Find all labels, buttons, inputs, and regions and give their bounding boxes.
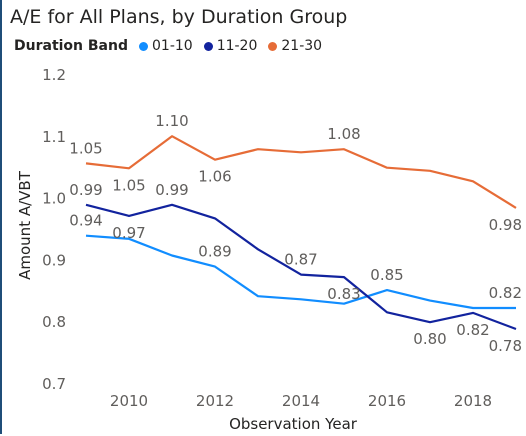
legend-label-01-10: 01-10 xyxy=(152,38,193,54)
x-tick-label: 2016 xyxy=(368,392,406,410)
data-label: 0.99 xyxy=(155,181,188,199)
y-tick-label: 0.8 xyxy=(42,313,66,331)
data-label: 0.97 xyxy=(112,224,145,242)
legend-title: Duration Band xyxy=(14,38,128,54)
data-label: 0.82 xyxy=(456,321,489,339)
data-label: 1.05 xyxy=(69,139,102,157)
data-label: 0.85 xyxy=(370,266,403,284)
legend-item-01-10[interactable]: 01-10 xyxy=(139,38,193,54)
x-tick-label: 2010 xyxy=(110,392,148,410)
data-label: 0.78 xyxy=(489,337,522,355)
data-label: 0.83 xyxy=(327,285,360,303)
x-axis: 2010 2012 2014 2016 2018 xyxy=(110,392,492,410)
series-line-21-30[interactable] xyxy=(85,135,517,209)
data-label: 0.98 xyxy=(489,216,522,234)
data-label: 1.10 xyxy=(155,112,188,130)
data-labels: 0.94 0.89 0.85 0.82 0.99 0.97 0.99 0.87 0.83 0.80… xyxy=(69,112,522,355)
legend-dot-01-10 xyxy=(139,41,148,51)
y-tick-label: 1.1 xyxy=(42,128,66,146)
data-label: 1.05 xyxy=(112,176,145,194)
x-tick-label: 2014 xyxy=(282,392,320,410)
legend-dot-11-20 xyxy=(203,41,213,51)
legend-label-21-30: 21-30 xyxy=(281,38,323,54)
data-label: 1.06 xyxy=(198,168,231,186)
data-label: 0.99 xyxy=(69,181,102,199)
data-label: 0.82 xyxy=(489,284,522,302)
x-tick-label: 2012 xyxy=(196,392,234,410)
y-tick-label: 1.0 xyxy=(42,190,66,208)
series-lines xyxy=(85,135,517,331)
x-tick-label: 2018 xyxy=(454,392,492,410)
x-axis-title: Observation Year xyxy=(229,415,358,433)
y-tick-label: 0.7 xyxy=(42,375,66,393)
y-tick-label: 1.2 xyxy=(42,66,66,84)
legend-dot-21-30 xyxy=(268,41,278,51)
legend-label-11-20: 11-20 xyxy=(216,38,258,54)
series-line-01-10[interactable] xyxy=(85,234,516,310)
chart-title: A/E for All Plans, by Duration Group xyxy=(10,6,348,28)
y-axis: 0.7 0.8 0.9 1.0 1.1 1.2 xyxy=(42,66,66,393)
legend: Duration Band 01-10 11-20 21-30 xyxy=(14,38,326,54)
data-label: 1.08 xyxy=(327,125,360,143)
data-label: 0.87 xyxy=(284,251,317,269)
series-line-11-20[interactable] xyxy=(85,203,517,331)
y-axis-title: Amount A/VBT xyxy=(16,170,34,280)
data-label: 0.94 xyxy=(69,212,102,230)
legend-item-11-20[interactable]: 11-20 xyxy=(203,38,258,54)
y-tick-label: 0.9 xyxy=(42,251,66,269)
data-label: 0.89 xyxy=(198,243,231,261)
legend-item-21-30[interactable]: 21-30 xyxy=(268,38,322,54)
data-label: 0.80 xyxy=(413,330,446,348)
